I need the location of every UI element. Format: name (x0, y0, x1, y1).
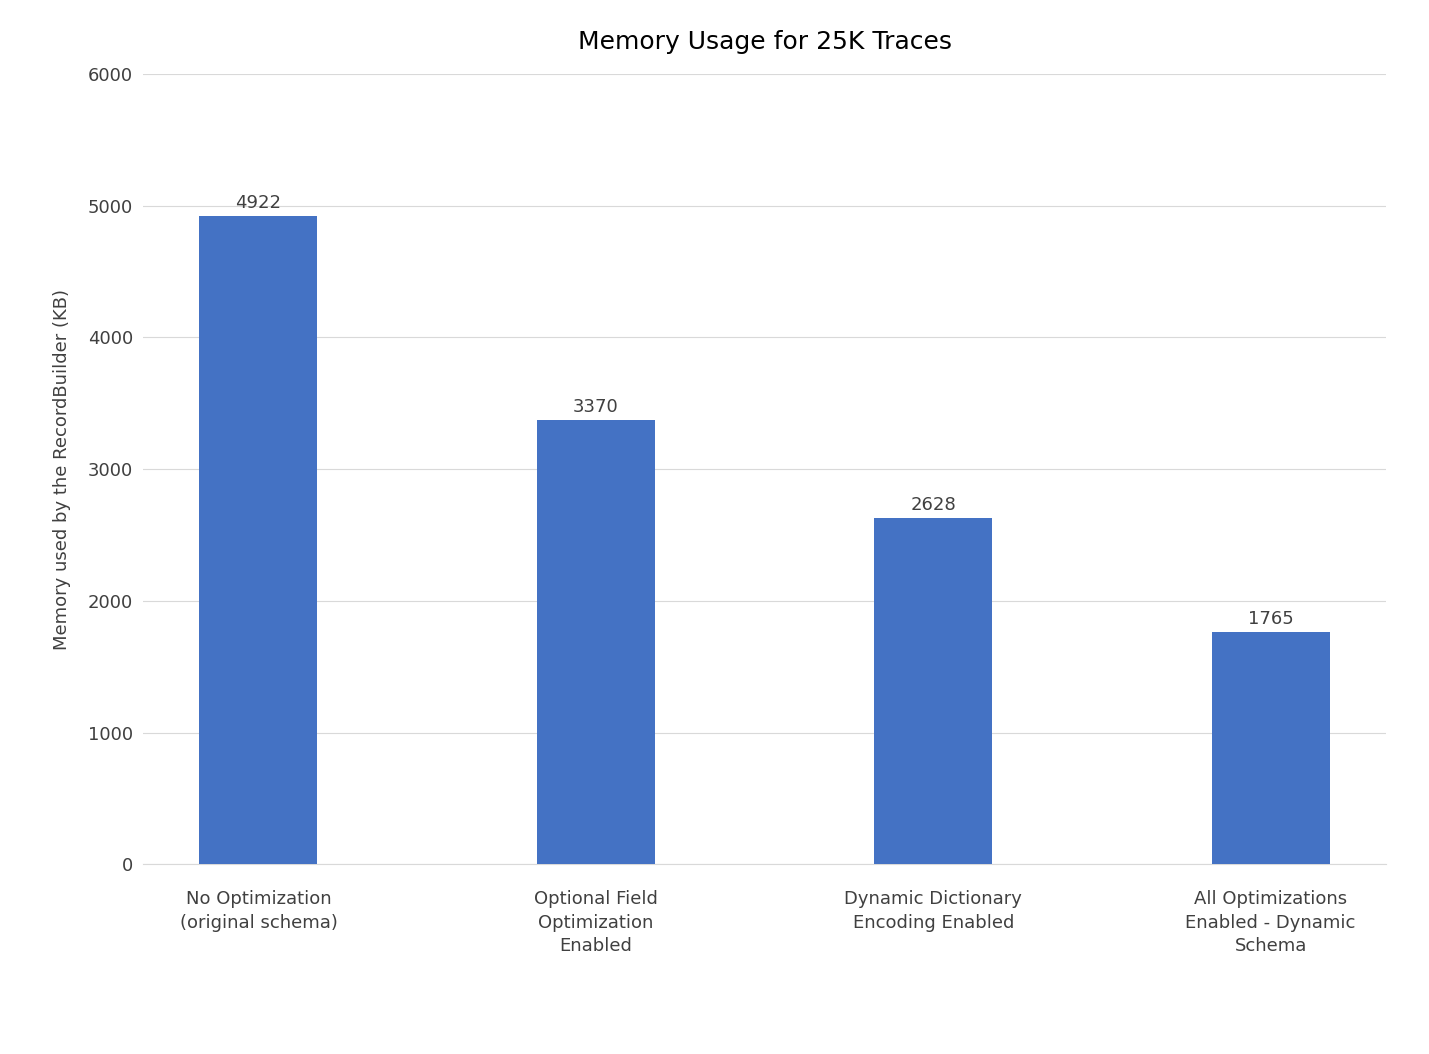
Bar (537, 421, 654, 864)
Bar (1212, 631, 1329, 864)
Text: 1765: 1765 (1248, 610, 1293, 628)
Text: 3370: 3370 (573, 398, 619, 416)
Title: Memory Usage for 25K Traces: Memory Usage for 25K Traces (577, 30, 952, 54)
Text: 4922: 4922 (236, 194, 282, 212)
Bar (200, 216, 317, 864)
Y-axis label: Memory used by the RecordBuilder (KB): Memory used by the RecordBuilder (KB) (53, 289, 71, 649)
Bar (875, 518, 992, 864)
Text: 2628: 2628 (910, 496, 956, 514)
